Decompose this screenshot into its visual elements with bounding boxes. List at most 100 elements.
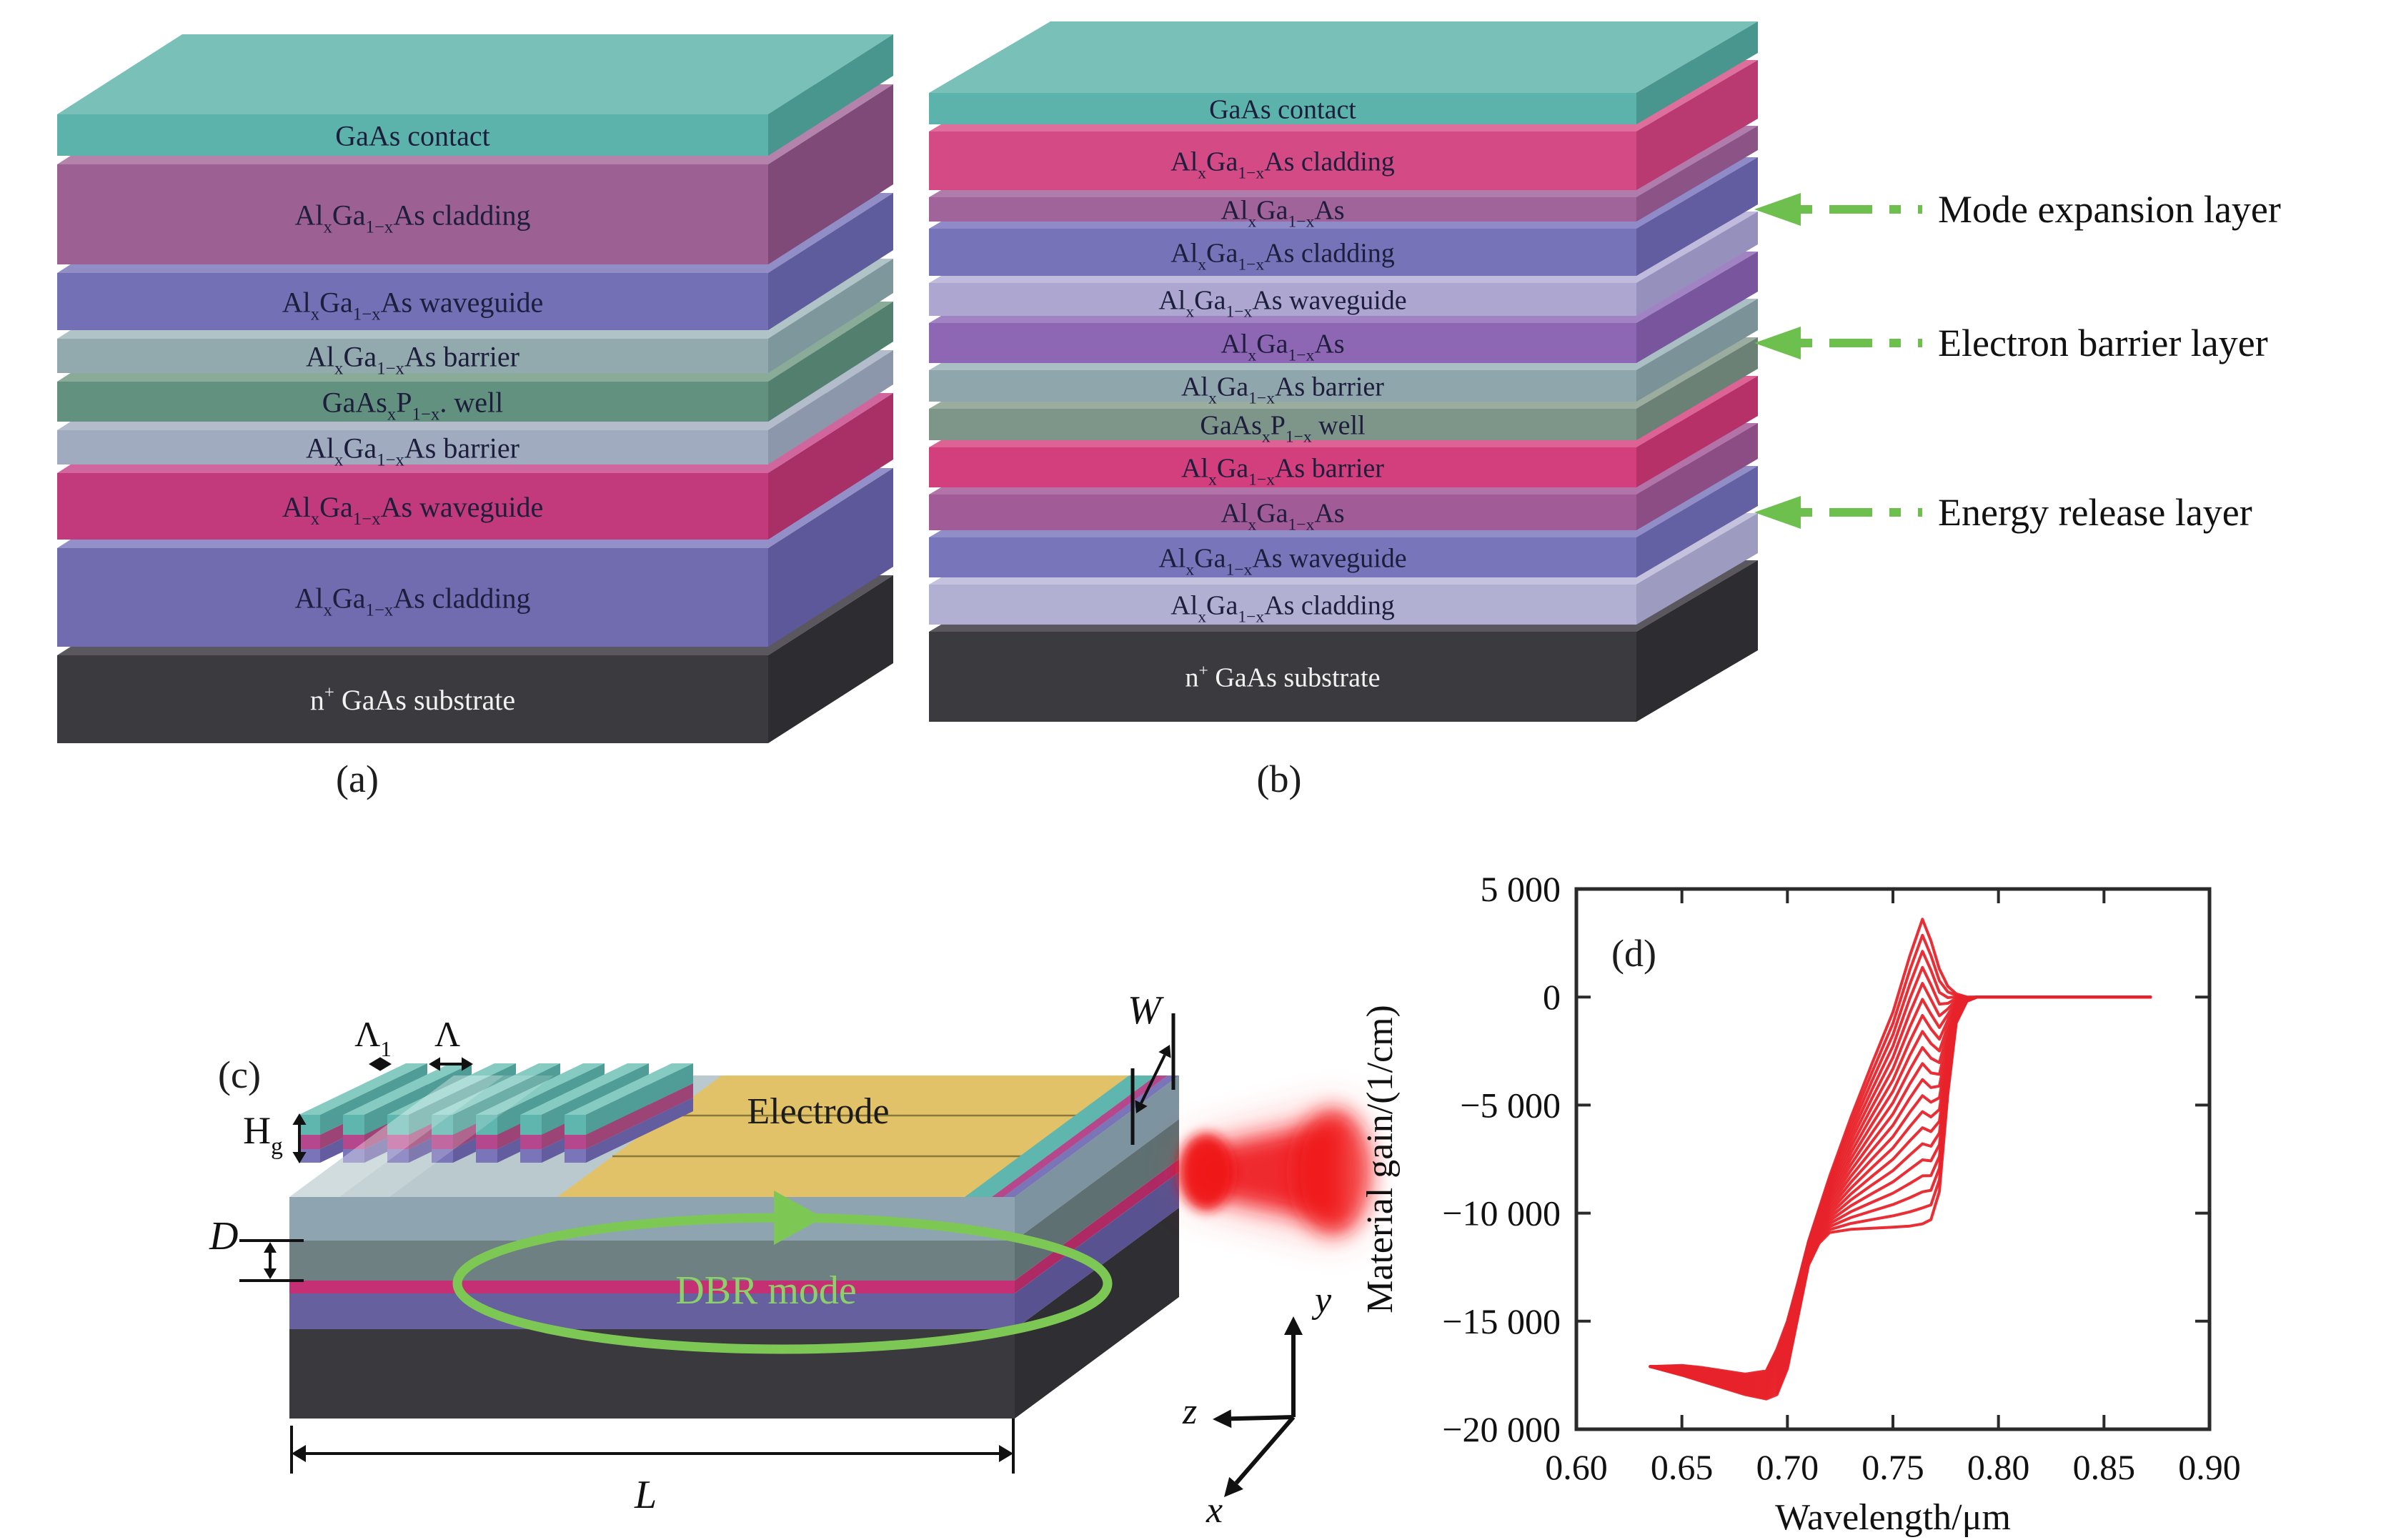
- layer-side-face: [768, 350, 893, 465]
- layer-label: AlxGa1−xAs cladding: [294, 199, 530, 237]
- layer-side-face: [1636, 376, 1758, 487]
- layer-front-face: [57, 382, 768, 422]
- dim-arrowhead: [462, 1057, 473, 1071]
- annotation-label-electron-barrier: Electron barrier layer: [1938, 322, 2268, 364]
- layer-front-face: [57, 655, 768, 743]
- slab-side-band: [1015, 1075, 1179, 1241]
- layer-side-face: [1636, 560, 1758, 722]
- grating-bar-front: [387, 1149, 409, 1163]
- layer-front-face: [57, 164, 768, 264]
- layer-front-face: [929, 229, 1636, 276]
- grating-bar-front: [520, 1149, 542, 1163]
- dim-arrow-line: [1140, 1054, 1166, 1104]
- layer-front-face: [929, 447, 1636, 487]
- gain-curve: [1649, 982, 2152, 1380]
- x-tick-label: 0.65: [1651, 1447, 1714, 1487]
- layer-front-face: [57, 273, 768, 330]
- grating-bar-top: [432, 1063, 560, 1115]
- layer-front-face: [57, 114, 768, 156]
- layer-side-face: [1636, 252, 1758, 363]
- slab-front-band: [289, 1293, 1015, 1329]
- grating-bar-front: [520, 1135, 542, 1149]
- ridge-strip-teal: [965, 1075, 1156, 1197]
- dim-arrowhead: [369, 1057, 380, 1071]
- grating-bar-front: [299, 1135, 320, 1149]
- layer-label: AlxGa1−xAs: [1221, 329, 1344, 365]
- caption-c: (c): [218, 1053, 261, 1096]
- layer-label: AlxGa1−xAs waveguide: [1158, 544, 1406, 580]
- chart-ylabel: Material gain/(1/cm): [1360, 1005, 1401, 1313]
- annotation-label-mode-expansion: Mode expansion layer: [1938, 188, 2281, 231]
- dbr-mode-arrowhead: [774, 1191, 823, 1245]
- panel-d-chart: 0.60 0.65 0.70 0.75 0.80 0.85 0.90 5 000 0 −5 000…: [1442, 869, 2240, 1487]
- layer-top-face: [929, 21, 1758, 93]
- slab-side-band: [1015, 1172, 1179, 1329]
- layer-front-face: [57, 473, 768, 540]
- grating-bar-side: [586, 1063, 693, 1135]
- layer-label: AlxGa1−xAs barrier: [1181, 372, 1384, 408]
- y-tick-label: −10 000: [1442, 1193, 1561, 1233]
- layer-front-face: [929, 495, 1636, 530]
- grating-bar-front: [432, 1149, 453, 1163]
- axis-arrowhead: [1284, 1316, 1303, 1335]
- caption-b: (b): [1257, 757, 1302, 800]
- layer-side-face: [1636, 423, 1758, 530]
- layer-label: AlxGa1−xAs waveguide: [282, 286, 544, 324]
- x-tick-label: 0.85: [2073, 1447, 2136, 1487]
- layer-front-face: [57, 339, 768, 373]
- layer-label: AlxGa1−xAs: [1221, 196, 1344, 232]
- layer-front-face: [929, 409, 1636, 440]
- dim-label-L: L: [634, 1473, 657, 1517]
- layer-side-face: [1636, 126, 1758, 222]
- layer-front-face: [929, 632, 1636, 722]
- ridge-strip-purple: [1003, 1075, 1179, 1197]
- layer-label: AlxGa1−xAs barrier: [306, 340, 520, 378]
- layer-front-face: [929, 323, 1636, 363]
- slab-side-band: [1015, 1208, 1179, 1419]
- dim-arrowhead: [264, 1268, 277, 1279]
- grating-bar-front: [476, 1149, 497, 1163]
- dim-arrowhead: [292, 1152, 307, 1163]
- layer-front-face: [929, 585, 1636, 625]
- layer-side-face: [768, 193, 893, 330]
- grating-bar-top: [387, 1063, 516, 1115]
- grating-bar-top: [343, 1063, 472, 1115]
- grating-bar-front: [343, 1135, 364, 1149]
- gain-curve: [1649, 995, 2152, 1398]
- dim-arrowhead: [292, 1113, 307, 1125]
- layer-label: GaAsxP1−x. well: [322, 386, 503, 424]
- axis-label-z: z: [1182, 1391, 1197, 1432]
- dim-arrowhead: [1135, 1100, 1148, 1113]
- layer-label: AlxGa1−xAs barrier: [1181, 454, 1384, 490]
- grating-bar-front: [432, 1135, 453, 1149]
- panel-b-layer-stack: GaAs contact AlxGa1−xAs cladding AlxGa1−xA…: [929, 21, 1758, 722]
- grating-bar-front: [565, 1115, 586, 1135]
- grating-bar-front: [565, 1149, 586, 1163]
- laser-beam: [1179, 1108, 1372, 1236]
- dim-label-W: W: [1128, 988, 1164, 1033]
- layer-side-face: [768, 575, 893, 743]
- layer-front-face: [929, 131, 1636, 190]
- layer-side-face: [768, 468, 893, 647]
- panel-c-device: Λ1 Hg: [239, 1013, 1372, 1497]
- layer-label: AlxGa1−xAs cladding: [294, 582, 530, 620]
- chart-xlabel: Wavelength/μm: [1775, 1497, 2011, 1538]
- layer-front-face: [929, 283, 1636, 316]
- ridge-strip-pink: [992, 1075, 1168, 1197]
- dim-label-D: D: [209, 1214, 238, 1258]
- gain-curve: [1649, 995, 2152, 1395]
- grating-bar-front: [476, 1115, 497, 1135]
- axis-arrowhead: [1224, 1476, 1243, 1497]
- layer-side-face: [1636, 466, 1758, 577]
- slab-front-band: [289, 1241, 1015, 1281]
- y-tick-label: −5 000: [1460, 1085, 1561, 1125]
- axis-label-y: y: [1311, 1280, 1332, 1321]
- facet-translucent: [289, 1075, 504, 1197]
- annotation-arrowhead: [1754, 193, 1801, 226]
- layer-front-face: [929, 93, 1636, 124]
- grating-bar-top: [565, 1063, 693, 1115]
- gain-curve: [1649, 965, 2152, 1379]
- gain-curve: [1649, 995, 2152, 1396]
- layer-label: GaAsxP1−x well: [1200, 411, 1365, 447]
